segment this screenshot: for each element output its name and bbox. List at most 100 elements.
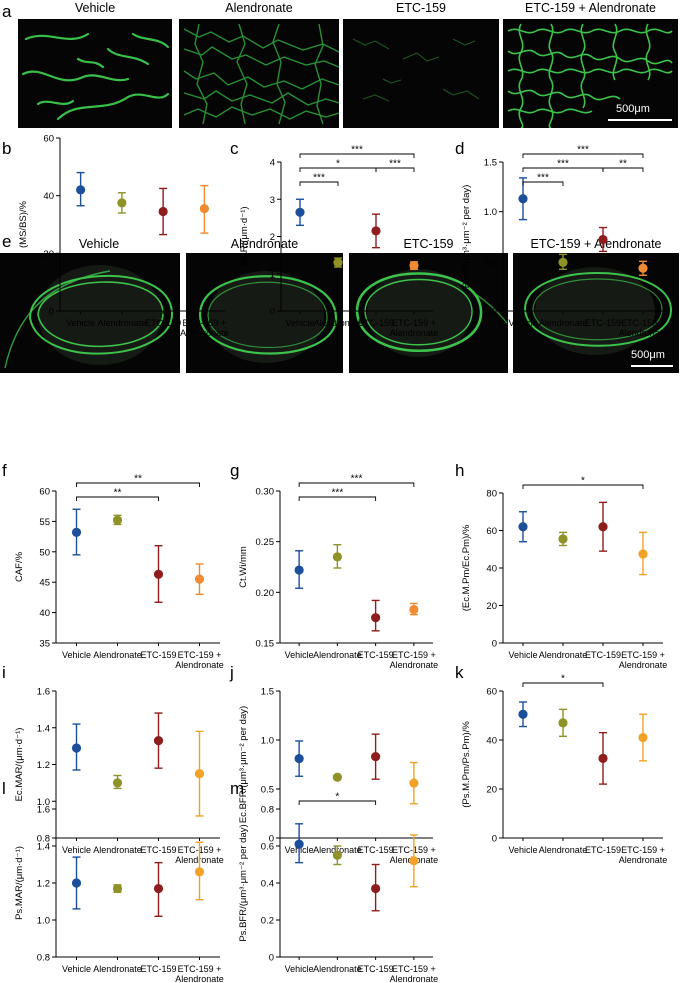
x-tick-label-line: ETC-159 + [621, 845, 665, 855]
panel-label-k: k [455, 663, 464, 682]
data-point [598, 753, 608, 763]
x-tick-label: Vehicle [508, 845, 537, 855]
y-axis-label: (Ec.M.Pm/Ec.Pm)/% [461, 524, 472, 611]
y-tick-label: 1.5 [484, 158, 497, 169]
y-tick-label: 1 [270, 269, 275, 280]
significance-stars: *** [537, 173, 549, 184]
x-tick-label: ETC-159 +Alendronate [175, 650, 224, 670]
panel-a-title-combo: ETC-159 + Alendronate [525, 1, 656, 15]
y-tick-label: 60 [43, 134, 54, 145]
significance-stars: *** [332, 488, 344, 499]
x-tick-label-line: ETC-159 + [392, 650, 436, 660]
y-tick-label: 0 [269, 834, 274, 845]
x-tick-label-line: Alendronate [539, 318, 588, 328]
y-tick-label: 60 [486, 526, 497, 537]
x-tick-label: Vehicle [62, 650, 91, 660]
panel-e-title-vehicle: Vehicle [78, 237, 120, 251]
x-tick-label: ETC-159 [140, 845, 176, 855]
significance-stars: *** [351, 474, 363, 485]
y-tick-label: 60 [486, 687, 497, 698]
x-tick-label: Vehicle [285, 318, 314, 328]
x-tick-label: ETC-159 +Alendronate [175, 964, 224, 983]
data-point [638, 549, 648, 559]
panel-a-title-etc159: ETC-159 [395, 1, 447, 15]
data-point [518, 709, 528, 719]
significance-bracket [298, 800, 377, 805]
significance-bracket [298, 496, 377, 501]
chart-j: j00.51.01.5Ec.BFR/(μm³·μm⁻² per day)Vehi… [229, 663, 438, 865]
data-point [194, 867, 205, 877]
micrograph-a-etc159-drawing [352, 38, 480, 102]
scale-bar-e [631, 365, 673, 367]
y-axis-label: Ec.MAR/(μm·d⁻¹) [14, 728, 25, 802]
panel-label-e: e [2, 232, 12, 251]
y-tick-label: 1.6 [37, 687, 50, 698]
y-tick-label: 0 [49, 307, 54, 318]
y-tick-label: 1.0 [261, 736, 274, 747]
x-tick-label: Vehicle [508, 318, 537, 328]
y-tick-label: 40 [486, 564, 497, 575]
x-tick-label-line: ETC-159 [358, 964, 394, 974]
data-point [558, 257, 568, 267]
x-tick-label-line: ETC-159 + [621, 318, 665, 328]
panel-e-title-combo: ETC-159 + Alendronate [530, 237, 662, 251]
data-point [598, 522, 608, 532]
x-tick-label-line: Alendronate [314, 318, 363, 328]
chart-l: l0.81.01.21.41.6Ps.MAR/(μm·d⁻¹)Vehicle Al… [2, 779, 224, 983]
x-tick-label: ETC-159 [358, 650, 394, 660]
x-tick-label: ETC-159 [358, 318, 394, 328]
y-tick-label: 1.2 [37, 760, 50, 771]
significance-stars: *** [351, 145, 363, 156]
x-tick-label-line: ETC-159 + [392, 964, 436, 974]
y-tick-label: 40 [39, 608, 50, 619]
x-tick-label: ETC-159 +Alendronate [619, 845, 668, 865]
y-tick-label: 0.2 [261, 916, 274, 927]
x-tick-label: ETC-159 +Alendronate [390, 964, 439, 983]
significance-bracket [299, 153, 415, 158]
x-tick-label-line: Alendronate [93, 845, 142, 855]
y-tick-label: 55 [39, 517, 50, 528]
x-tick-label: ETC-159 [145, 318, 181, 328]
x-tick-label: ETC-159 [358, 964, 394, 974]
x-tick-label: Alendronate [98, 318, 147, 328]
significance-bracket [299, 181, 339, 186]
x-tick-label: Alendronate [93, 845, 142, 855]
y-tick-label: 3 [270, 195, 275, 206]
x-tick-label-line: ETC-159 [140, 964, 176, 974]
significance-bracket [522, 153, 644, 158]
x-tick-label-line: Vehicle [508, 845, 537, 855]
x-tick-label: Vehicle [66, 318, 95, 328]
y-tick-label: 0 [492, 639, 497, 650]
x-tick-label-line: ETC-159 [140, 845, 176, 855]
y-tick-label: 0.20 [256, 588, 275, 599]
y-axis-label: Ec.BFR/(μm³·μm⁻² per day) [238, 706, 249, 823]
y-tick-label: 0.6 [261, 842, 274, 853]
significance-bracket [76, 496, 159, 501]
x-tick-label-line: ETC-159 + [392, 318, 436, 328]
panel-label-a: a [2, 2, 12, 21]
x-tick-label: ETC-159 [140, 650, 176, 660]
y-tick-label: 0.25 [256, 537, 275, 548]
x-tick-label: Alendronate [314, 318, 363, 328]
y-tick-label: 40 [486, 736, 497, 747]
y-axis-label: Ps.MAR/(μm·d⁻¹) [14, 846, 25, 920]
data-point [71, 527, 82, 537]
y-axis-label: CAF/% [14, 551, 25, 582]
y-tick-label: 45 [39, 578, 50, 589]
data-point [76, 185, 86, 195]
y-tick-label: 20 [486, 601, 497, 612]
y-tick-label: 0.5 [261, 785, 274, 796]
micrograph-a-etc159 [343, 19, 499, 128]
data-point [332, 552, 342, 562]
micrograph-e-etc159-drawing [355, 269, 508, 357]
data-point [638, 263, 648, 273]
x-tick-label: ETC-159 [585, 318, 621, 328]
micrograph-a-alendronate-drawing [183, 23, 339, 125]
data-point [112, 778, 123, 788]
x-tick-label: ETC-159 +Alendronate [619, 318, 668, 338]
y-tick-label: 0 [492, 307, 497, 318]
